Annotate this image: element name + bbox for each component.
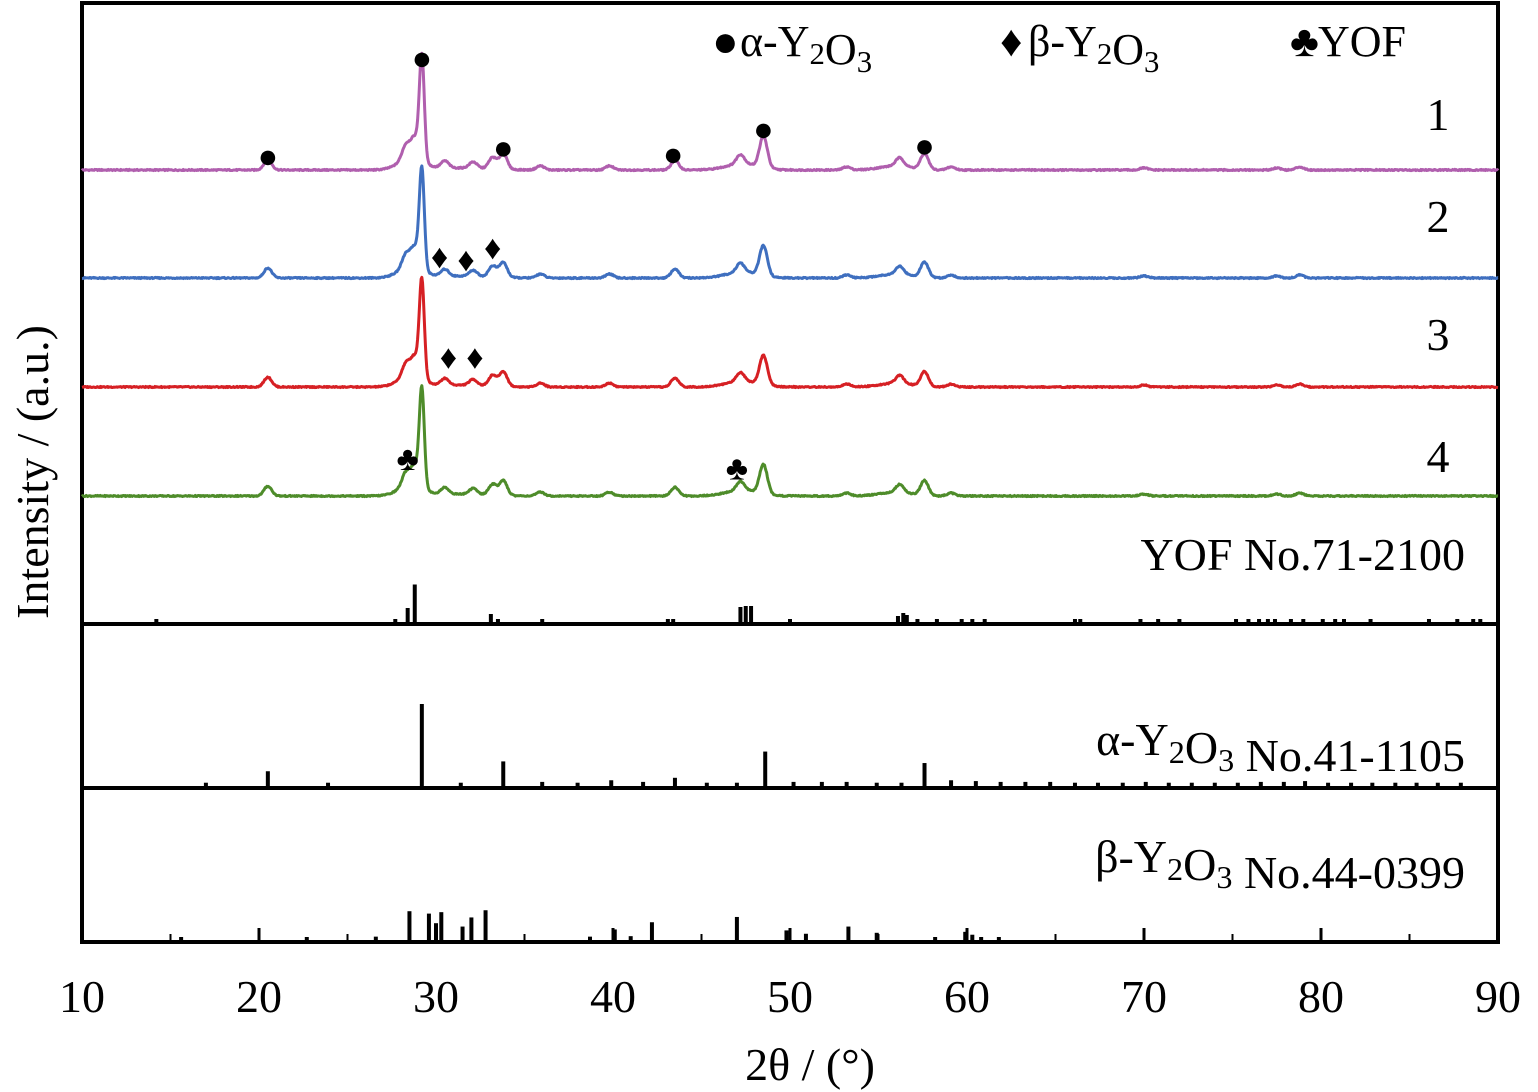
legend-symbol: ♣ — [1290, 17, 1319, 66]
legend-symbol: ● — [712, 17, 739, 66]
reference-label-2: α-Y2O3 No.41-1105 — [1096, 714, 1465, 781]
legend-label: β-Y2O3 — [1028, 17, 1159, 79]
beta-marker: ♦ — [457, 242, 474, 279]
legend: ● α-Y2O3 ♦ β-Y2O3 ♣ YOF — [712, 17, 1406, 79]
y-axis-title: Intensity / (a.u.) — [7, 325, 58, 619]
alpha-marker: ● — [412, 41, 433, 78]
alpha-marker: ● — [258, 138, 279, 175]
x-tick-label: 50 — [767, 971, 813, 1022]
curve-label-2: 2 — [1427, 191, 1450, 242]
reference-label-3: β-Y2O3 No.44-0399 — [1095, 831, 1465, 898]
curve-label-1: 1 — [1427, 89, 1450, 140]
yof-marker: ♣ — [397, 441, 419, 478]
x-tick-label: 40 — [590, 971, 636, 1022]
plot-frame — [80, 1, 1500, 944]
alpha-marker: ● — [914, 128, 935, 165]
alpha-marker: ● — [493, 130, 514, 167]
legend-item-2: ♦ β-Y2O3 — [1000, 17, 1159, 79]
alpha-marker: ● — [663, 136, 684, 173]
beta-marker: ♦ — [466, 340, 483, 377]
x-tick-label: 10 — [59, 971, 105, 1022]
series-3-line — [81, 275, 1499, 390]
series-4-line — [80, 384, 1499, 499]
legend-symbol: ♦ — [1000, 17, 1022, 66]
legend-item-3: ♣ YOF — [1290, 17, 1406, 66]
x-tick-label: 70 — [1121, 971, 1167, 1022]
alpha-marker: ● — [753, 111, 774, 148]
legend-label: YOF — [1318, 17, 1406, 66]
reference-label-1: YOF No.71-2100 — [1140, 529, 1465, 580]
x-tick-label: 60 — [944, 971, 990, 1022]
legend-item-1: ● α-Y2O3 — [712, 17, 872, 79]
curve-labels: 1 2 3 4 — [1427, 89, 1450, 482]
x-tick-label: 90 — [1475, 971, 1521, 1022]
x-axis-tick-labels: 10 20 30 40 50 60 70 80 90 — [59, 971, 1521, 1022]
x-tick-label: 30 — [413, 971, 459, 1022]
x-axis-ticks — [80, 928, 1500, 942]
curve-label-4: 4 — [1427, 431, 1450, 482]
yof-marker: ♣ — [726, 451, 748, 488]
series-1-line — [80, 51, 1500, 173]
beta-marker: ♦ — [484, 230, 501, 267]
x-tick-label: 80 — [1298, 971, 1344, 1022]
peak-markers: ●●● ●● ●♦ ♦ ♦♦ ♦♣ ♣ — [258, 41, 935, 488]
reference-labels: YOF No.71-2100 α-Y2O3 No.41-1105 β-Y2O3 No… — [1095, 529, 1465, 898]
curve-label-3: 3 — [1427, 309, 1450, 360]
beta-marker: ♦ — [440, 340, 457, 377]
reference-3 — [179, 910, 1001, 940]
reference-2 — [203, 704, 1463, 786]
legend-label: α-Y2O3 — [740, 17, 872, 79]
reference-patterns — [154, 584, 1483, 940]
series-2-line — [81, 164, 1499, 281]
x-axis-title: 2θ / (°) — [745, 1039, 875, 1090]
beta-marker: ♦ — [431, 239, 448, 276]
reference-1 — [154, 584, 1483, 622]
x-tick-label: 20 — [236, 971, 282, 1022]
series-lines — [80, 51, 1500, 499]
